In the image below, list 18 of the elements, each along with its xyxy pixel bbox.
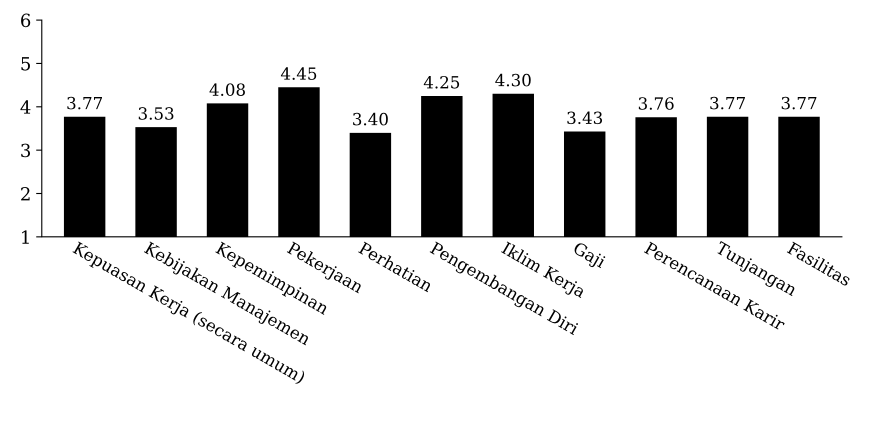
data-label: 4.08: [209, 83, 245, 96]
data-label: 3.77: [67, 96, 102, 110]
x-tick-label: Gaji: [570, 241, 607, 272]
y-tick-label: 6: [21, 14, 30, 28]
y-tick-label: 5: [21, 57, 30, 71]
data-label: 3.77: [710, 96, 745, 110]
data-label: 3.43: [567, 112, 602, 124]
y-tick-label: 2: [21, 186, 30, 200]
data-label: 4.30: [495, 74, 531, 86]
data-label: 3.76: [638, 97, 674, 110]
data-label: 3.77: [782, 96, 816, 110]
data-label: 4.45: [280, 67, 316, 80]
data-label: 4.25: [424, 76, 460, 89]
y-tick-label: 4: [20, 100, 30, 114]
y-tick-label: 1: [22, 230, 29, 244]
y-tick-label: 3: [21, 144, 30, 158]
data-label: 3.40: [353, 112, 388, 126]
data-label: 3.53: [138, 107, 174, 120]
